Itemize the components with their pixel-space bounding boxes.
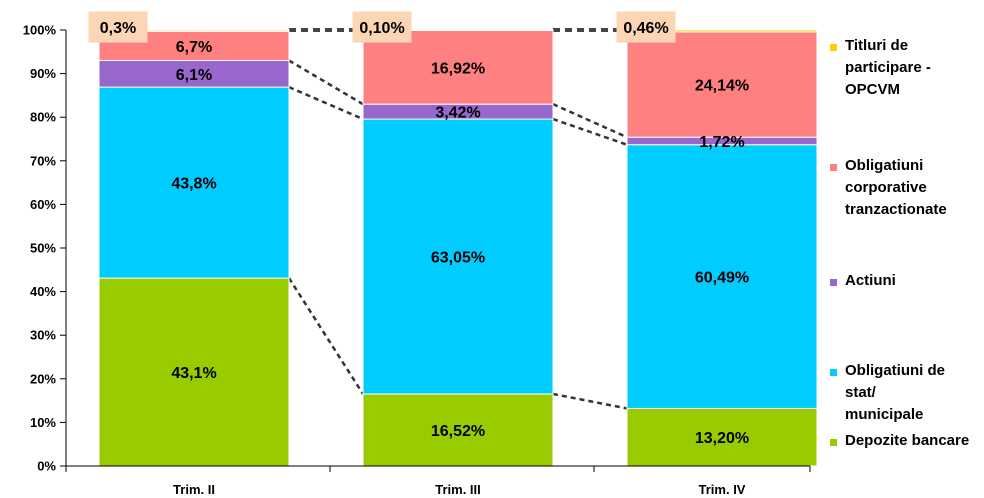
legend-swatch-actiuni	[830, 279, 837, 286]
y-tick-label: 100%	[23, 23, 57, 38]
connector-obligatiuni-de-stat-municipale	[288, 85, 364, 121]
y-tick-label: 80%	[30, 110, 56, 125]
legend-label: corporative	[845, 179, 927, 196]
bar-segment-obligatiuni-de-stat-municipale	[98, 86, 290, 279]
y-tick-label: 0%	[37, 459, 56, 474]
legend-swatch-titluri-de-participare-opcvm	[830, 44, 837, 51]
connector-lines	[287, 28, 628, 410]
data-label: 16,92%	[431, 60, 485, 77]
data-label: 63,05%	[431, 250, 485, 267]
legend-label: OPCVM	[845, 81, 900, 98]
legend-label: Actiuni	[845, 272, 896, 289]
legend-label: tranzactionate	[845, 201, 947, 218]
data-label: 60,49%	[695, 270, 749, 287]
x-category-labels: Trim. II Trim. III Trim. IV	[173, 482, 746, 497]
y-ticks: 0% 10% 20% 30% 40% 50% 60% 70% 80% 90% 100%	[23, 23, 811, 474]
legend-label: participare -	[845, 59, 931, 76]
connector-depozite-bancare	[287, 277, 365, 395]
y-tick-label: 50%	[30, 241, 56, 256]
bar-segment-actiuni	[98, 60, 290, 88]
bar-segments	[98, 29, 818, 467]
legend-swatch-depozite-bancare	[830, 439, 837, 446]
top-callout-box	[616, 11, 676, 43]
legend-label: Obligatiuni	[845, 157, 923, 174]
legend-swatch-obligatiuni-de-stat-municipale	[830, 369, 837, 376]
y-tick-label: 20%	[30, 371, 56, 386]
y-tick-label: 30%	[30, 328, 56, 343]
data-label: 13,20%	[695, 430, 749, 447]
y-tick-label: 10%	[30, 415, 56, 430]
legend: Titluri de participare - OPCVM Obligatiuni c…	[830, 37, 969, 449]
x-category-label: Trim. III	[435, 482, 481, 497]
connector-depozite-bancare	[552, 392, 628, 410]
legend-label: stat/	[845, 384, 877, 401]
top-callout-label: 0,3%	[100, 20, 136, 37]
data-label: 24,14%	[695, 78, 749, 95]
bar-segment-obligatiuni-de-stat-municipale	[626, 144, 818, 409]
y-tick-label: 90%	[30, 66, 56, 81]
legend-swatch-obligatiuni-corporative-tranzactionate	[830, 164, 837, 171]
data-label: 6,7%	[176, 39, 212, 56]
data-label: 1,72%	[699, 134, 744, 151]
connector-actiuni	[288, 59, 364, 106]
y-tick-label: 40%	[30, 284, 56, 299]
bar-segment-obligatiuni-de-stat-municipale	[362, 118, 554, 395]
top-callouts: 0,3% 0,10% 0,46%	[88, 11, 676, 43]
data-label: 6,1%	[176, 67, 212, 84]
bar-segment-obligatiuni-corporative-tranzactionate	[626, 31, 818, 138]
data-label: 16,52%	[431, 423, 485, 440]
x-category-label: Trim. IV	[699, 482, 746, 497]
bar-segment-obligatiuni-corporative-tranzactionate	[362, 29, 554, 105]
legend-label: Obligatiuni de	[845, 362, 945, 379]
legend-label: Titluri de	[845, 37, 908, 54]
y-tick-label: 60%	[30, 197, 56, 212]
top-callout-box	[352, 11, 412, 43]
legend-label: Depozite bancare	[845, 432, 969, 449]
x-category-label: Trim. II	[173, 482, 215, 497]
data-label: 43,1%	[171, 365, 216, 382]
top-callout-label: 0,46%	[623, 20, 668, 37]
y-tick-label: 70%	[30, 153, 56, 168]
top-callout-box	[88, 11, 148, 43]
data-label: 43,8%	[171, 176, 216, 193]
connector-actiuni	[552, 103, 628, 139]
bar-segment-depozite-bancare	[98, 277, 290, 467]
data-label: 3,42%	[435, 105, 480, 122]
top-callout-label: 0,10%	[359, 20, 404, 37]
connector-obligatiuni-de-stat-municipale	[552, 117, 628, 146]
legend-label: municipale	[845, 406, 923, 423]
data-labels: 43,1% 43,8% 6,1% 6,7% 16,52% 63,05% 3,42% 16,92…	[171, 39, 749, 447]
